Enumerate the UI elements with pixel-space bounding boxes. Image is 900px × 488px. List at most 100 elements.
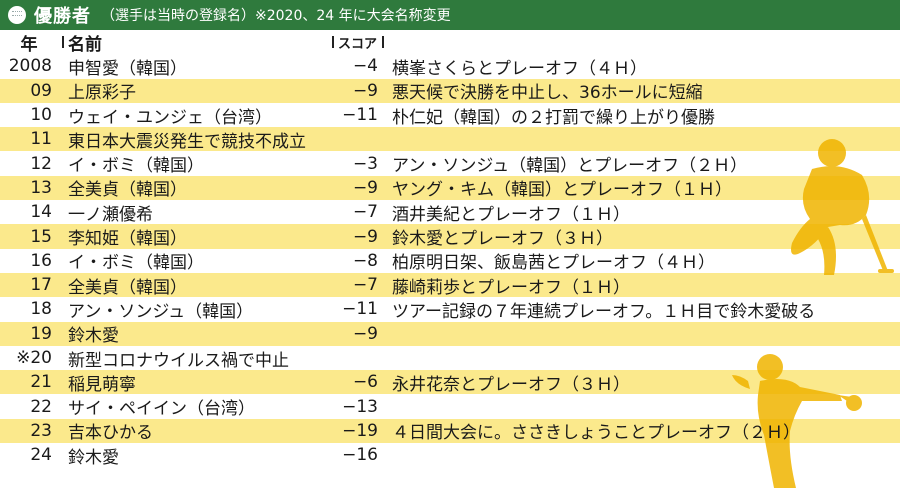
- row-year: 14: [30, 202, 52, 223]
- row-winner: アン・ソンジュ（韓国）: [68, 301, 254, 322]
- golfer-swing-silhouette: [732, 354, 862, 488]
- row-note: [384, 346, 900, 370]
- table-row: 09 上原彩子 −9 悪天候で決勝を中止し、36ホールに短縮: [0, 78, 900, 104]
- row-score: −7: [352, 202, 378, 223]
- table-row: 12 イ・ボミ（韓国） −3 アン・ソンジュ（韓国）とプレーオフ（２Ｈ）: [0, 151, 900, 177]
- row-winner: イ・ボミ（韓国）: [68, 156, 204, 177]
- row-year: 16: [30, 250, 52, 271]
- row-winner: 一ノ瀬優希: [68, 204, 153, 225]
- row-note: [384, 322, 900, 346]
- row-winner: ウェイ・ユンジェ（台湾）: [68, 107, 272, 128]
- row-winner: 吉本ひかる: [68, 423, 153, 444]
- row-winner: 上原彩子: [68, 83, 136, 104]
- row-winner: 鈴木愛: [68, 326, 119, 347]
- table-row: 23 吉本ひかる −19 ４日間大会に。ささきしょうことプレーオフ（２Ｈ）: [0, 418, 900, 444]
- row-winner: 鈴木愛: [68, 447, 119, 468]
- table-row: 24 鈴木愛 −16: [0, 443, 900, 468]
- row-note: [384, 394, 900, 418]
- row-score: −9: [352, 80, 378, 101]
- column-header-score: スコア: [338, 36, 378, 52]
- table-row: 21 稲見萌寧 −6 永井花奈とプレーオフ（３Ｈ）: [0, 370, 900, 395]
- row-note: 酒井美紀とプレーオフ（１Ｈ）: [392, 204, 630, 225]
- row-year: 22: [30, 396, 52, 417]
- row-note: [384, 127, 900, 151]
- column-header-name: 名前: [68, 34, 102, 55]
- row-year: 17: [30, 275, 52, 296]
- row-year: ※20: [16, 348, 52, 368]
- row-note: 朴仁妃（韓国）の２打罰で繰り上がり優勝: [392, 107, 715, 128]
- table-row: 17 全美貞（韓国） −7 藤崎莉歩とプレーオフ（１Ｈ）: [0, 272, 900, 298]
- row-winner: 全美貞（韓国）: [68, 180, 187, 201]
- column-header-year: 年: [20, 34, 38, 55]
- row-score: −11: [342, 299, 378, 320]
- row-winner: 李知姫（韓国）: [68, 229, 187, 250]
- table-row: 19 鈴木愛 −9: [0, 321, 900, 347]
- row-winner: 東日本大震災発生で競技不成立: [68, 131, 306, 152]
- table-row: 10 ウェイ・ユンジェ（台湾） −11 朴仁妃（韓国）の２打罰で繰り上がり優勝: [0, 103, 900, 128]
- row-year: 11: [30, 129, 52, 150]
- row-year: 21: [30, 372, 52, 393]
- row-year: 19: [30, 323, 52, 344]
- row-year: 24: [30, 445, 52, 466]
- row-note: 悪天候で決勝を中止し、36ホールに短縮: [392, 83, 703, 104]
- row-score: −16: [342, 445, 378, 466]
- row-score: −11: [342, 105, 378, 126]
- row-note: 鈴木愛とプレーオフ（３Ｈ）: [392, 229, 613, 250]
- row-year: 15: [30, 226, 52, 247]
- row-year: 12: [30, 153, 52, 174]
- row-year: 23: [30, 420, 52, 441]
- table-row: 2008 申智愛（韓国） −4 横峯さくらとプレーオフ（４Ｈ）: [0, 54, 900, 79]
- row-score: [334, 346, 384, 370]
- table-row: 22 サイ・ペイイン（台湾） −13: [0, 394, 900, 420]
- row-year: 10: [30, 105, 52, 126]
- row-note: [384, 443, 900, 467]
- table-row: 13 全美貞（韓国） −9 ヤング・キム（韓国）とプレーオフ（１Ｈ）: [0, 175, 900, 201]
- row-score: −6: [352, 372, 378, 393]
- golf-ball-icon: [8, 6, 26, 24]
- row-note: ツアー記録の７年連続プレーオフ。１Ｈ目で鈴木愛破る: [392, 301, 816, 322]
- table-row: 15 李知姫（韓国） −9 鈴木愛とプレーオフ（３Ｈ）: [0, 224, 900, 250]
- row-score: [334, 127, 384, 151]
- table-row: 11 東日本大震災発生で競技不成立: [0, 127, 900, 152]
- row-note: 柏原明日架、飯島茜とプレーオフ（４Ｈ）: [392, 253, 715, 274]
- row-score: −7: [352, 275, 378, 296]
- column-header-note: [384, 30, 900, 54]
- row-note: 横峯さくらとプレーオフ（４Ｈ）: [392, 58, 647, 79]
- row-score: −9: [352, 226, 378, 247]
- row-note: ４日間大会に。ささきしょうことプレーオフ（２Ｈ）: [392, 423, 800, 444]
- column-divider: [62, 36, 64, 49]
- row-score: −9: [352, 177, 378, 198]
- row-year: 09: [30, 80, 52, 101]
- table-row: ※20 新型コロナウイルス禍で中止: [0, 346, 900, 371]
- header-bar: 優勝者 （選手は当時の登録名）※2020、24 年に大会名称変更: [0, 0, 900, 30]
- row-score: −19: [342, 420, 378, 441]
- header-title: 優勝者: [34, 6, 91, 27]
- row-note: 藤崎莉歩とプレーオフ（１Ｈ）: [392, 277, 630, 298]
- table-row: 18 アン・ソンジュ（韓国） −11 ツアー記録の７年連続プレーオフ。１Ｈ目で鈴…: [0, 297, 900, 322]
- row-score: −4: [352, 56, 378, 77]
- header-note: （選手は当時の登録名）※2020、24 年に大会名称変更: [101, 8, 451, 24]
- row-year: 2008: [8, 56, 52, 77]
- winners-table: 年 名前 スコア 2008 申智愛（韓国） −4 横峯さくらとプレーオフ（４Ｈ）…: [0, 30, 900, 468]
- row-winner: サイ・ペイイン（台湾）: [68, 399, 255, 420]
- row-winner: 申智愛（韓国）: [68, 58, 187, 79]
- golfer-putting-silhouette: [791, 139, 894, 275]
- row-year: 13: [30, 177, 52, 198]
- row-note: アン・ソンジュ（韓国）とプレーオフ（２Ｈ）: [392, 156, 748, 177]
- row-winner: 新型コロナウイルス禍で中止: [68, 350, 289, 371]
- row-note: ヤング・キム（韓国）とプレーオフ（１Ｈ）: [392, 180, 732, 201]
- row-score: −8: [352, 250, 378, 271]
- column-divider: [382, 36, 384, 49]
- table-header-row: 年 名前 スコア: [0, 30, 900, 55]
- row-score: −13: [342, 396, 378, 417]
- row-note: 永井花奈とプレーオフ（３Ｈ）: [392, 374, 630, 395]
- table-row: 14 一ノ瀬優希 −7 酒井美紀とプレーオフ（１Ｈ）: [0, 200, 900, 225]
- row-year: 18: [30, 299, 52, 320]
- table-row: 16 イ・ボミ（韓国） −8 柏原明日架、飯島茜とプレーオフ（４Ｈ）: [0, 249, 900, 274]
- row-winner: 全美貞（韓国）: [68, 277, 187, 298]
- row-score: −3: [352, 153, 378, 174]
- column-divider: [332, 36, 334, 49]
- row-winner: 稲見萌寧: [68, 374, 136, 395]
- row-winner: イ・ボミ（韓国）: [68, 253, 204, 274]
- row-score: −9: [352, 323, 378, 344]
